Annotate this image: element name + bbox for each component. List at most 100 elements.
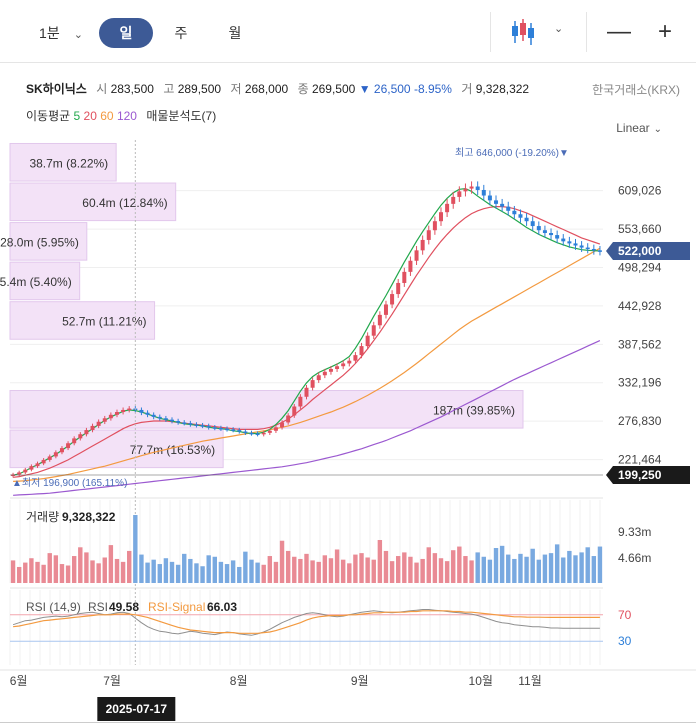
candle-body [35,463,40,467]
ma60-label: 60 [100,109,114,123]
rsi-title: RSI (14,9) [26,600,81,614]
volume-profile-label: 28.0m (5.95%) [0,235,79,249]
candle-body [579,245,584,248]
price-axis-label: 276,830 [618,414,662,428]
volume-bar [499,545,505,583]
candle-body [481,189,486,196]
volume-bar [420,558,425,583]
volume-bar [536,559,542,583]
candle-body [231,429,236,431]
candle-body [390,294,395,305]
volume-bar [157,564,162,583]
candle-body [365,335,370,347]
ma120-line [13,340,601,496]
low-price-label: 199,250 [618,468,662,482]
candle-body [494,200,499,204]
volume-bar [84,552,89,583]
price-axis-label: 498,294 [618,260,662,274]
volume-bar [237,566,242,583]
timeframe-week-button[interactable]: 주 [174,25,188,41]
rsi-label: RSI [88,600,108,614]
exchange-name: 한국거래소(KRX) [592,83,680,97]
candle-body [114,412,119,415]
volume-bar [359,553,364,583]
volume-bar [255,562,260,583]
volume-profile-bar [9,261,81,301]
rsi-value: 49.58 [109,600,139,614]
volume-bar [561,557,566,583]
candle-body [451,196,456,204]
volume-bar [96,563,101,583]
stock-name: SK하이닉스 [26,82,87,96]
candle-body [17,472,22,475]
volume-profile-label: 77.7m (16.53%) [130,443,215,457]
candle-body [261,432,266,435]
ma5-label: 5 [73,109,81,123]
candle-body [90,425,95,431]
volume-bar [585,547,590,583]
scale-mode-dropdown[interactable]: Linear ⌄ [616,121,662,135]
plus-icon[interactable]: + [657,18,672,45]
volume-bar [432,553,438,583]
candle-body [72,438,77,444]
volume-bar [530,548,535,583]
volume-bar [548,553,554,583]
volume-bar [487,559,493,583]
price-axis-label: 553,660 [618,222,662,236]
chart-type-chevron-icon[interactable]: ⌄ [554,23,564,35]
volume-bar [218,561,224,583]
volume-bar [408,556,413,583]
candle-body [139,409,144,413]
volume-bar [243,551,248,583]
moving-average-label: 이동평균 [26,109,71,123]
volume-bar [298,558,303,583]
candle-body [218,427,223,430]
crosshair-date-label: 2025-07-17 [106,702,168,716]
candle-body [255,433,260,436]
volume-bar [524,556,529,583]
volume-bar [444,561,450,583]
month-label: 11월 [518,674,542,688]
volume-bar [151,559,156,583]
volume-profile-label: 187m (39.85%) [433,403,515,417]
volume-bar [347,563,352,583]
candle-body [432,221,437,231]
timeframe-month-button[interactable]: 월 [228,25,242,41]
volume-bar [365,557,370,583]
candle-body [549,233,554,236]
volume-bar [322,555,328,583]
candle-body [212,427,217,429]
candle-body [408,260,413,272]
volume-bar [426,547,431,583]
low-label: 저 [230,82,242,96]
candle-body [176,421,181,423]
indicator-legend[interactable]: 이동평균 5 20 60 120 매물분석도(7) [26,107,216,124]
minus-icon[interactable]: — [607,18,631,45]
volume-bar [383,550,389,583]
volume-bar [334,549,340,583]
volume-bar [175,564,181,583]
candle-body [53,452,58,457]
candle-body [341,363,346,367]
timeframe-minute-dropdown[interactable]: 1분 ⌄ [26,18,96,48]
volume-bar [414,562,419,583]
volume-bar [273,561,279,583]
month-label: 6월 [10,674,28,688]
candle-body [445,203,450,213]
volume-bar [377,539,383,583]
candle-body [78,434,83,439]
candle-body [463,188,468,192]
volume-bar [396,556,401,583]
candle-body [347,360,352,364]
candle-body [506,206,511,211]
candle-body [487,195,492,201]
volume-bar [53,555,59,583]
volume-bar [279,540,285,583]
candle-body [47,456,52,460]
candle-body [249,432,254,435]
price-chart[interactable]: 609,026 553,660 498,294 442,928 387,562 332,1… [0,140,696,722]
candle-body [286,415,291,423]
candlestick-icon[interactable] [508,17,538,47]
ma120-label: 120 [116,109,137,123]
timeframe-day-button[interactable]: 일 [99,18,153,48]
